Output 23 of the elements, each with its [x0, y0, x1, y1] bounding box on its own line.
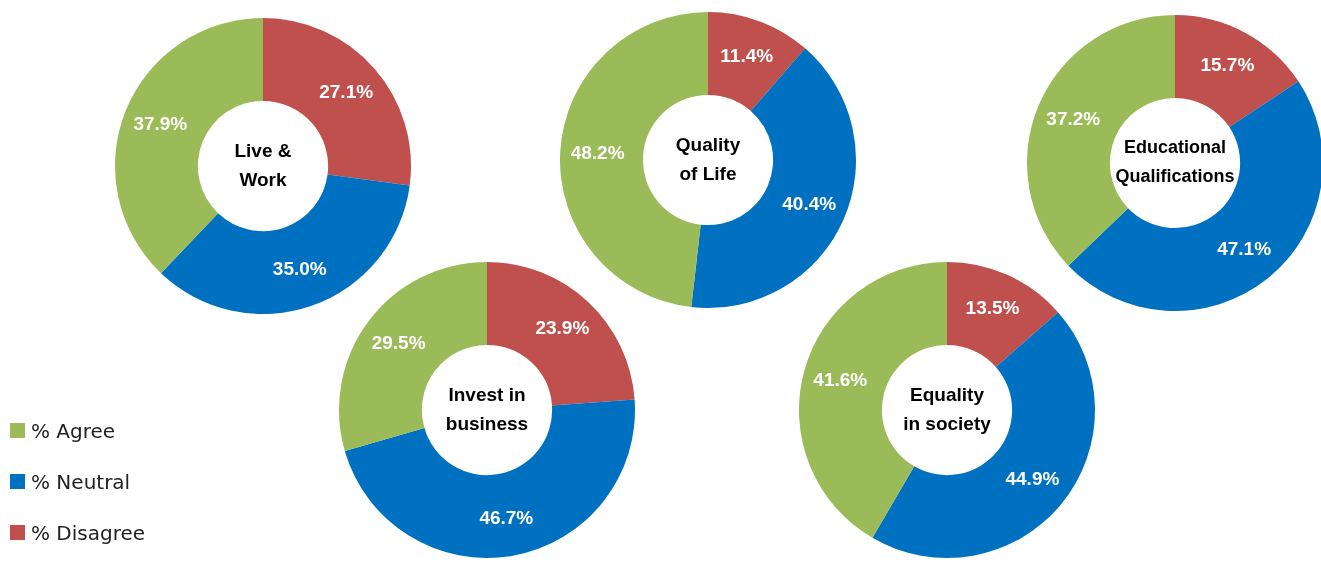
data-label: 44.9% [1005, 468, 1060, 490]
data-label: 46.7% [479, 507, 534, 529]
text: Educational Qualifications [1115, 137, 1235, 187]
legend-label: % Disagree [30, 519, 146, 547]
data-label: 40.4% [782, 192, 837, 214]
data-label: 48.2% [570, 141, 625, 163]
text: Invest in business [445, 383, 529, 434]
text: Quality of Life [675, 133, 741, 184]
data-label: 23.9% [535, 317, 590, 339]
data-label: 47.1% [1217, 237, 1272, 259]
legend-label: % Agree [30, 417, 117, 445]
data-label: 27.1% [319, 81, 374, 103]
data-label: 11.4% [720, 44, 774, 66]
data-label: 37.2% [1046, 107, 1101, 129]
data-label: 29.5% [371, 331, 426, 353]
data-label: 35.0% [272, 258, 327, 280]
text: Equality in society [903, 383, 992, 434]
legend-label: % Neutral [30, 468, 132, 496]
text: Live & Work [234, 139, 292, 190]
data-label: 13.5% [965, 297, 1020, 319]
data-label: 15.7% [1200, 53, 1255, 75]
data-label: 41.6% [813, 369, 868, 391]
data-label: 37.9% [133, 113, 188, 135]
